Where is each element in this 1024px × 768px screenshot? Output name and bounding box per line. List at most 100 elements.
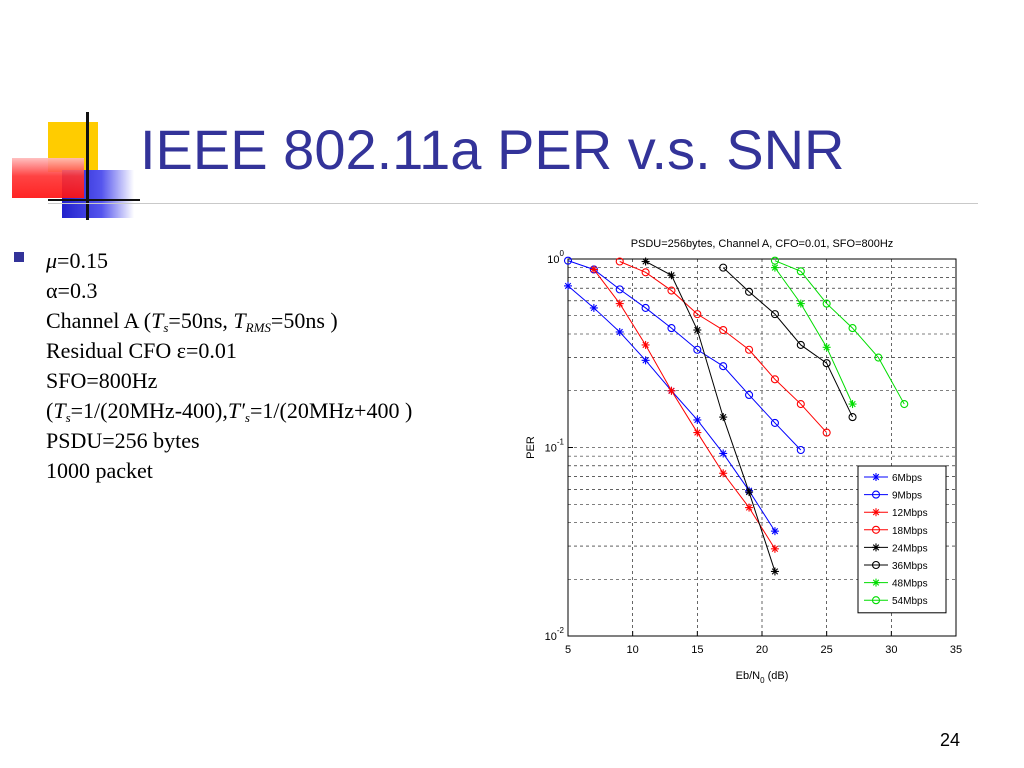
marker-stroke	[642, 341, 649, 349]
legend-label-9mbps: 9Mbps	[892, 491, 922, 502]
legend-label-24mbps: 24Mbps	[892, 543, 928, 554]
x-tick-label: 20	[756, 644, 768, 656]
data-point-18mbps	[796, 400, 805, 409]
marker-stroke	[771, 568, 779, 575]
data-point-24mbps	[770, 567, 779, 576]
data-point-54mbps	[770, 256, 779, 265]
marker-stroke	[564, 282, 572, 290]
data-point-12mbps	[693, 428, 702, 437]
marker-stroke	[616, 300, 623, 307]
alpha-line: α=0.3	[46, 278, 98, 303]
legend-marker-18mbps	[871, 525, 881, 534]
data-point-36mbps	[719, 263, 728, 272]
marker-stroke	[720, 413, 727, 421]
legend-label-12mbps: 12Mbps	[892, 508, 928, 519]
channel-line: Channel A (Ts=50ns, TRMS=50ns )	[46, 308, 338, 335]
legend-label-54mbps: 54Mbps	[892, 596, 928, 607]
data-point-6mbps	[693, 415, 702, 424]
data-point-48mbps	[822, 343, 831, 352]
marker-stroke	[590, 266, 598, 273]
data-point-9mbps	[719, 362, 728, 371]
data-point-48mbps	[796, 299, 805, 308]
data-point-18mbps	[667, 286, 676, 295]
x-tick-label: 35	[950, 644, 962, 656]
data-point-9mbps	[770, 418, 779, 427]
data-point-24mbps	[667, 271, 676, 280]
marker-stroke	[797, 300, 804, 307]
data-point-12mbps	[641, 340, 650, 349]
legend-marker-54mbps	[871, 596, 881, 605]
data-point-6mbps	[770, 527, 779, 536]
bullet-text: μ=0.15 α=0.3 Channel A (Ts=50ns, TRMS=50…	[46, 246, 412, 486]
legend-marker-9mbps	[871, 490, 881, 499]
y-tick-label: 10-1	[545, 438, 565, 455]
slide-title: IEEE 802.11a PER v.s. SNR	[140, 118, 845, 181]
legend-marker-12mbps	[872, 508, 880, 517]
cfo-line: Residual CFO ε=0.01	[46, 338, 237, 363]
marker-stroke	[694, 416, 701, 424]
legend-label-48mbps: 48Mbps	[892, 579, 928, 590]
data-point-9mbps	[667, 324, 676, 333]
x-tick-label: 15	[691, 644, 703, 656]
marker-stroke	[694, 326, 701, 334]
marker-stroke	[771, 545, 779, 553]
marker-stroke	[694, 429, 701, 436]
y-tick-label: 100	[547, 249, 564, 266]
legend-label-18mbps: 18Mbps	[892, 526, 928, 537]
logo-horizontal-line	[48, 199, 140, 201]
legend-label-6mbps: 6Mbps	[892, 473, 922, 484]
data-point-9mbps	[563, 256, 573, 265]
x-tick-label: 10	[627, 644, 639, 656]
psdu-line: PSDU=256 bytes	[46, 428, 200, 453]
packet-line: 1000 packet	[46, 458, 153, 483]
data-point-54mbps	[874, 353, 883, 362]
data-point-9mbps	[615, 285, 624, 294]
chart-title: PSDU=256bytes, Channel A, CFO=0.01, SFO=…	[631, 238, 894, 250]
data-point-18mbps	[822, 428, 831, 437]
marker-stroke	[771, 264, 779, 271]
data-point-9mbps	[693, 345, 702, 354]
data-point-18mbps	[693, 310, 702, 319]
marker-stroke	[642, 357, 649, 364]
marker-stroke	[872, 579, 880, 586]
marker-stroke	[872, 509, 880, 516]
data-point-36mbps	[822, 359, 831, 368]
y-tick-label: 10-2	[545, 626, 565, 643]
marker-stroke	[823, 344, 830, 351]
data-point-24mbps	[693, 326, 702, 335]
data-point-6mbps	[589, 303, 598, 312]
series-line-48mbps	[774, 267, 853, 405]
legend-marker-6mbps	[872, 473, 880, 481]
sampling-line: (Ts=1/(20MHz-400),T′s=1/(20MHz+400 )	[46, 398, 413, 425]
logo-red-square	[12, 158, 84, 198]
marker-stroke	[849, 400, 856, 408]
mu-line: μ=0.15	[46, 248, 108, 273]
series-line-18mbps	[619, 261, 828, 433]
marker-stroke	[771, 527, 779, 535]
marker-stroke	[590, 304, 598, 312]
marker-stroke	[720, 450, 727, 457]
marker-stroke	[668, 272, 675, 279]
data-point-54mbps	[848, 324, 857, 333]
data-point-12mbps	[719, 469, 728, 478]
per-vs-snr-chart: 5 10 15 20 25 30 35 100 10-1 10-2 PSDU=256bytes, C…	[525, 238, 962, 685]
x-tick-label: 25	[821, 644, 833, 656]
data-point-24mbps	[641, 257, 650, 266]
data-point-6mbps	[641, 356, 650, 365]
title-divider	[48, 203, 978, 204]
data-point-18mbps	[719, 325, 728, 335]
legend-marker-24mbps	[872, 543, 880, 552]
data-point-9mbps	[796, 445, 805, 455]
x-tick-label: 5	[565, 644, 571, 656]
data-point-54mbps	[822, 299, 831, 308]
data-point-24mbps	[719, 413, 728, 422]
marker-stroke	[668, 387, 675, 394]
page-number: 24	[940, 730, 961, 750]
data-point-54mbps	[796, 267, 805, 276]
data-point-36mbps	[770, 310, 779, 319]
data-point-48mbps	[770, 263, 779, 272]
legend-label-36mbps: 36Mbps	[892, 561, 928, 572]
marker-stroke	[872, 473, 880, 481]
series-line-24mbps	[645, 261, 776, 572]
data-point-12mbps	[615, 299, 624, 308]
